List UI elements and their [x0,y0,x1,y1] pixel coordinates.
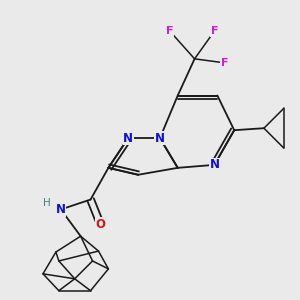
Text: N: N [155,132,165,145]
Text: N: N [123,132,133,145]
Text: N: N [56,203,66,216]
Text: O: O [95,218,106,231]
Text: F: F [220,58,228,68]
Text: F: F [166,26,174,36]
Text: F: F [211,26,218,36]
Text: H: H [43,197,51,208]
Text: N: N [209,158,219,171]
